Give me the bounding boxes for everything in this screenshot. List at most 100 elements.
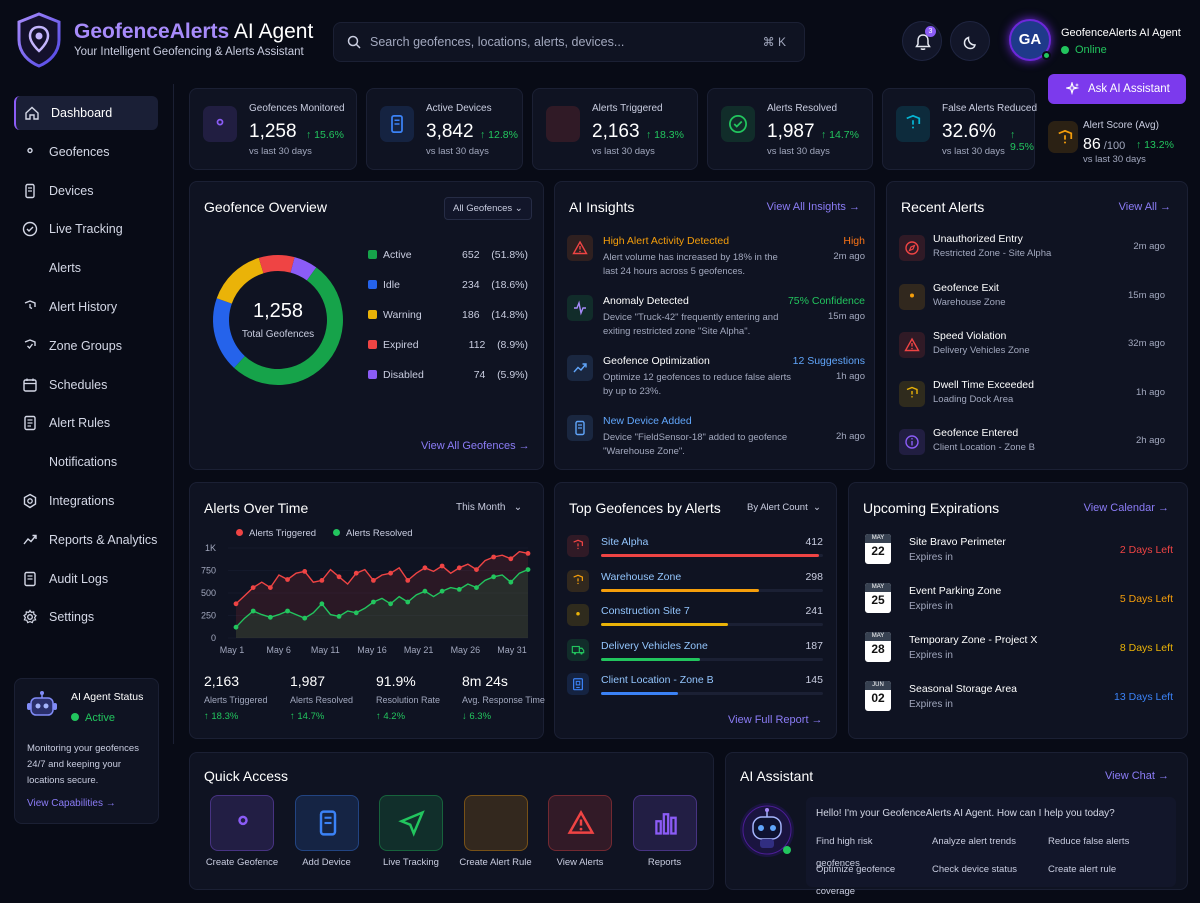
quick-access-title: Quick Access bbox=[204, 768, 289, 784]
search-input[interactable] bbox=[370, 23, 750, 61]
theme-toggle-button[interactable] bbox=[950, 21, 990, 61]
sidebar-item-alert-history[interactable]: Alert History bbox=[14, 290, 158, 324]
geofence-icon-box bbox=[567, 535, 589, 557]
sidebar-item-label: Dashboard bbox=[51, 106, 113, 120]
stat-label: Alert Score (Avg) bbox=[1083, 120, 1159, 131]
alerts-time-filter-select[interactable]: This Month ⌄ bbox=[456, 502, 523, 513]
quick-access-create-alert-rule[interactable]: Create Alert Rule bbox=[459, 795, 532, 875]
suggestion-chip[interactable]: Find high risk geofences bbox=[816, 836, 873, 869]
view-all-insights-link[interactable]: View All Insights → bbox=[766, 201, 860, 213]
alert-item[interactable]: Geofence Exit Warehouse Zone 15m ago bbox=[899, 282, 1165, 322]
sidebar-item-devices[interactable]: Devices bbox=[14, 174, 158, 208]
avatar[interactable]: GA bbox=[1009, 19, 1051, 61]
stat-card: False Alerts Reduced 32.6% ↑ 9.5% vs last 3… bbox=[882, 88, 1037, 170]
x-tick-label: May 31 bbox=[497, 645, 527, 655]
alert-icon-box bbox=[899, 332, 925, 358]
expiration-item[interactable]: MAY 28 Temporary Zone - Project X Expires i… bbox=[865, 632, 1173, 674]
view-all-geofences-link[interactable]: View All Geofences → bbox=[421, 440, 530, 452]
agent-status-description: Monitoring your geofences 24/7 and keepi… bbox=[27, 743, 139, 786]
alert-title: Geofence Exit bbox=[933, 281, 999, 294]
view-all-alerts-link[interactable]: View All → bbox=[1118, 201, 1171, 213]
quick-access-reports[interactable]: Reports bbox=[629, 795, 701, 875]
recent-alerts-card: Recent Alerts View All → Unauthorized En… bbox=[886, 181, 1188, 470]
expiration-item[interactable]: MAY 25 Event Parking Zone Expires in 5 Days … bbox=[865, 583, 1173, 625]
sidebar-item-dashboard[interactable]: Dashboard bbox=[14, 96, 158, 130]
top-geofence-row[interactable]: Site Alpha 412 bbox=[567, 535, 823, 567]
y-tick-label: 500 bbox=[201, 588, 216, 598]
sidebar-item-audit-logs[interactable]: Audit Logs bbox=[14, 562, 158, 596]
alert-item[interactable]: Dwell Time Exceeded Loading Dock Area 1h a… bbox=[899, 379, 1165, 419]
expiration-item[interactable]: JUN 02 Seasonal Storage Area Expires in 13 D… bbox=[865, 681, 1173, 723]
top-geofence-row[interactable]: Warehouse Zone 298 bbox=[567, 569, 823, 602]
sidebar-item-schedules[interactable]: Schedules bbox=[14, 368, 158, 402]
home-icon bbox=[25, 106, 39, 120]
data-point bbox=[267, 585, 273, 590]
stat-subtext: vs last 30 days bbox=[767, 146, 830, 157]
shield-logo-icon bbox=[17, 12, 61, 68]
stat-value: 32.6% bbox=[942, 121, 996, 142]
top-geofences-filter-select[interactable]: By Alert Count ⌄ bbox=[747, 502, 821, 513]
view-full-report-link[interactable]: View Full Report → bbox=[728, 714, 823, 726]
x-tick-label: May 21 bbox=[404, 645, 434, 655]
sidebar-item-notifications[interactable]: Notifications bbox=[14, 445, 158, 479]
top-geofence-row[interactable]: Client Location - Zone B 145 bbox=[567, 673, 823, 705]
data-point bbox=[405, 599, 411, 605]
ask-ai-assistant-button[interactable]: Ask AI Assistant bbox=[1048, 74, 1186, 104]
data-point bbox=[336, 614, 342, 619]
sidebar-item-label: Audit Logs bbox=[49, 571, 109, 586]
sidebar-item-live-tracking[interactable]: Live Tracking bbox=[14, 212, 158, 246]
sidebar-item-alerts[interactable]: Alerts bbox=[14, 251, 158, 285]
insight-item[interactable]: High Alert Activity Detected High Alert vo… bbox=[567, 235, 865, 293]
sidebar-item-zone-groups[interactable]: Zone Groups bbox=[14, 329, 158, 363]
shield-icon bbox=[906, 114, 921, 129]
suggestion-chip[interactable]: Optimize geofence coverage bbox=[816, 864, 896, 897]
top-geofence-row[interactable]: Delivery Vehicles Zone 187 bbox=[567, 638, 823, 671]
alert-title: Dwell Time Exceeded bbox=[933, 378, 1034, 391]
view-calendar-link[interactable]: View Calendar → bbox=[1083, 502, 1169, 514]
geofence-alert-count: 412 bbox=[805, 536, 823, 548]
suggestion-chip[interactable]: Create alert rule bbox=[1048, 864, 1117, 875]
expiration-item[interactable]: MAY 22 Site Bravo Perimeter Expires in 2 Day… bbox=[865, 534, 1173, 576]
data-point bbox=[525, 551, 531, 556]
search-bar[interactable]: ⌘ K bbox=[333, 22, 805, 62]
sidebar-item-settings[interactable]: Settings bbox=[14, 600, 158, 634]
stat-subtext: vs last 30 days bbox=[426, 146, 489, 157]
sidebar-item-reports-analytics[interactable]: Reports & Analytics bbox=[14, 523, 158, 557]
insight-item[interactable]: New Device Added Device "FieldSensor-18" … bbox=[567, 415, 865, 473]
view-capabilities-link[interactable]: View Capabilities → bbox=[27, 798, 116, 809]
top-geofences-card: Top Geofences by Alerts By Alert Count ⌄… bbox=[554, 482, 837, 739]
quick-access-view-alerts[interactable]: View Alerts bbox=[544, 795, 616, 875]
sidebar-item-geofences[interactable]: Geofences bbox=[14, 135, 158, 169]
robot-icon bbox=[740, 803, 794, 857]
data-point bbox=[285, 608, 290, 614]
data-point bbox=[371, 599, 376, 605]
suggestion-chip[interactable]: Check device status bbox=[932, 864, 1018, 875]
search-shortcut: ⌘ K bbox=[762, 35, 786, 49]
stat-change: ↑ 18.3% bbox=[646, 129, 684, 141]
quick-access-add-device[interactable]: Add Device bbox=[291, 795, 363, 875]
data-point bbox=[250, 585, 256, 590]
sidebar-item-alert-rules[interactable]: Alert Rules bbox=[14, 406, 158, 440]
quick-access-live-tracking[interactable]: Live Tracking bbox=[375, 795, 447, 875]
suggestion-chip[interactable]: Reduce false alerts bbox=[1048, 836, 1130, 847]
summary-value: 1,987 bbox=[290, 673, 326, 689]
view-chat-link[interactable]: View Chat → bbox=[1105, 770, 1169, 782]
data-point bbox=[319, 601, 325, 607]
alert-item[interactable]: Speed Violation Delivery Vehicles Zone 32m… bbox=[899, 330, 1165, 370]
data-point bbox=[405, 578, 411, 583]
insight-item[interactable]: Geofence Optimization 12 Suggestions Optim… bbox=[567, 355, 865, 413]
insight-item[interactable]: Anomaly Detected 75% Confidence Device "Tr… bbox=[567, 295, 865, 353]
bar-fill bbox=[601, 692, 678, 695]
sidebar-item-label: Geofences bbox=[49, 144, 110, 159]
insight-description: Device "Truck-42" frequently entering an… bbox=[603, 312, 779, 337]
alert-item[interactable]: Geofence Entered Client Location - Zone B… bbox=[899, 427, 1165, 467]
suggestion-chip[interactable]: Analyze alert trends bbox=[932, 836, 1016, 847]
sidebar-item-integrations[interactable]: Integrations bbox=[14, 484, 158, 518]
alert-item[interactable]: Unauthorized Entry Restricted Zone - Site… bbox=[899, 233, 1165, 273]
geofence-filter-select[interactable]: All Geofences ⌄ bbox=[444, 197, 532, 220]
sidebar-divider bbox=[173, 84, 174, 744]
top-geofence-row[interactable]: Construction Site 7 241 bbox=[567, 604, 823, 636]
x-tick-label: May 6 bbox=[266, 645, 291, 655]
quick-access-create-geofence[interactable]: Create Geofence bbox=[206, 795, 278, 875]
notifications-button[interactable]: 3 bbox=[902, 21, 942, 61]
